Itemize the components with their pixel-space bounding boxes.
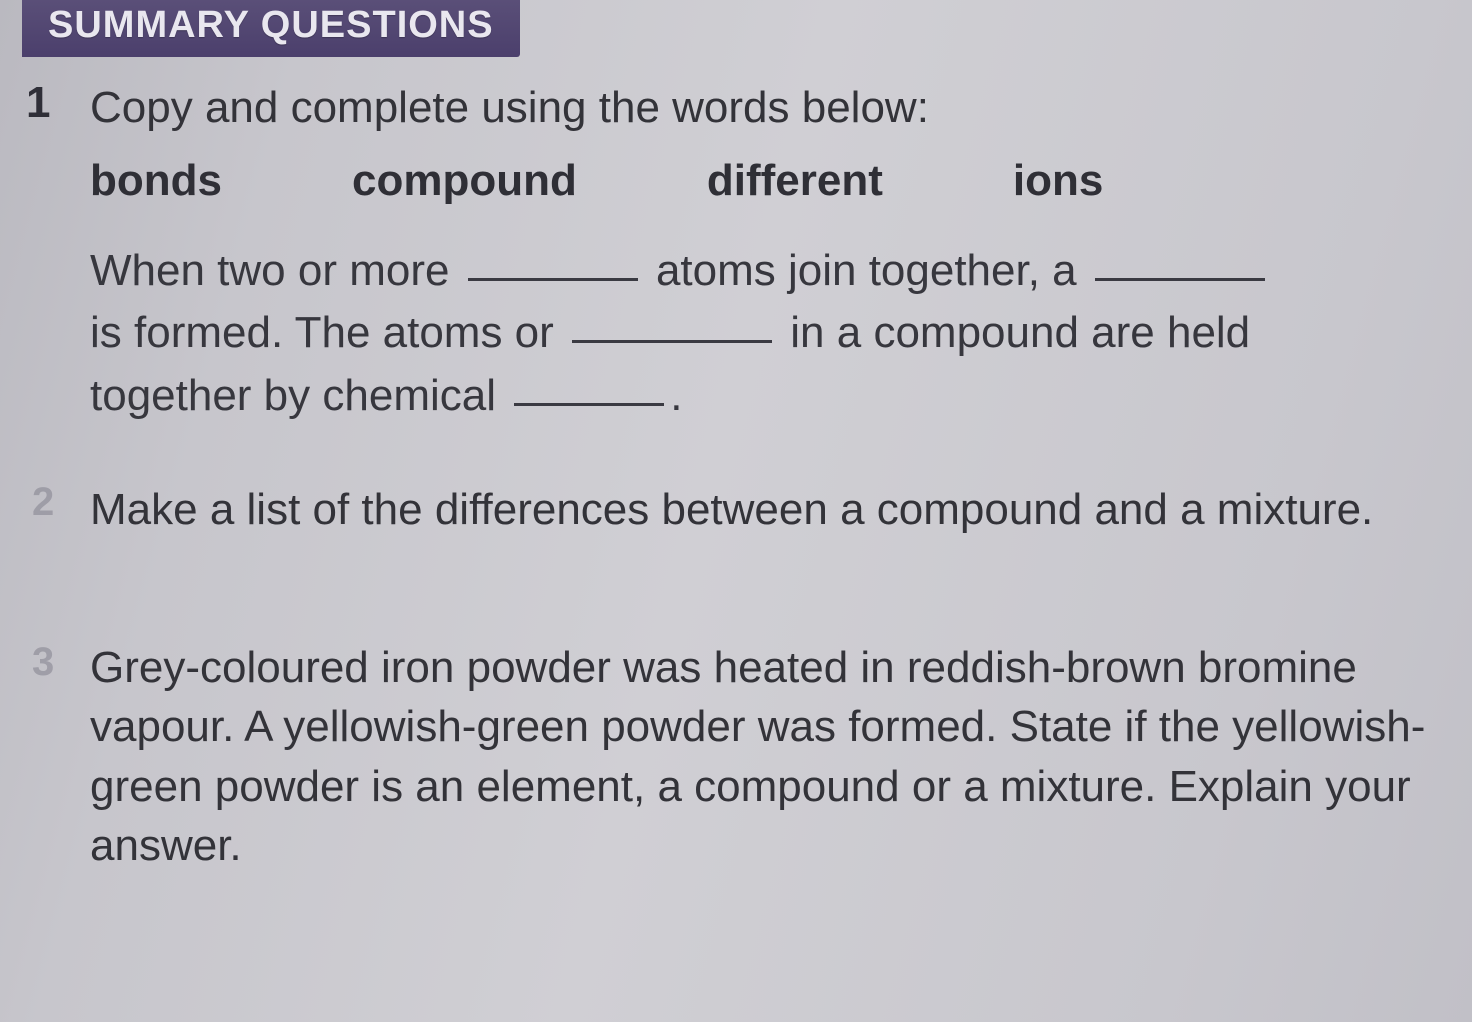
question-3-text: Grey-coloured iron powder was heated in … — [90, 638, 1460, 876]
fill-segment: is formed. The atoms or — [90, 308, 554, 357]
fill-segment: together by chemical — [90, 371, 496, 420]
fill-segment: in a compound are held — [790, 308, 1250, 357]
fill-blank — [572, 299, 772, 343]
question-1-fill-text: When two or more atoms join together, a … — [90, 240, 1454, 427]
word-bank-item: compound — [352, 156, 577, 206]
fill-segment: When two or more — [90, 246, 449, 295]
question-3-number: 3 — [32, 640, 54, 685]
textbook-page: SUMMARY QUESTIONS 1 Copy and complete us… — [0, 0, 1472, 1022]
section-header: SUMMARY QUESTIONS — [22, 0, 520, 57]
question-2-number: 2 — [32, 480, 54, 525]
fill-blank — [1095, 237, 1265, 281]
fill-blank — [514, 362, 664, 406]
fill-blank — [468, 237, 638, 281]
word-bank-item: different — [707, 156, 883, 206]
question-2-text: Make a list of the differences between a… — [90, 480, 1454, 539]
word-bank-item: bonds — [90, 156, 222, 206]
word-bank-item: ions — [1013, 156, 1103, 206]
word-bank: bonds compound different ions — [90, 156, 1424, 206]
question-1-prompt: Copy and complete using the words below: — [90, 78, 1444, 137]
fill-segment: . — [670, 371, 682, 420]
question-1-number: 1 — [26, 78, 50, 128]
fill-segment: atoms join together, a — [656, 246, 1077, 295]
